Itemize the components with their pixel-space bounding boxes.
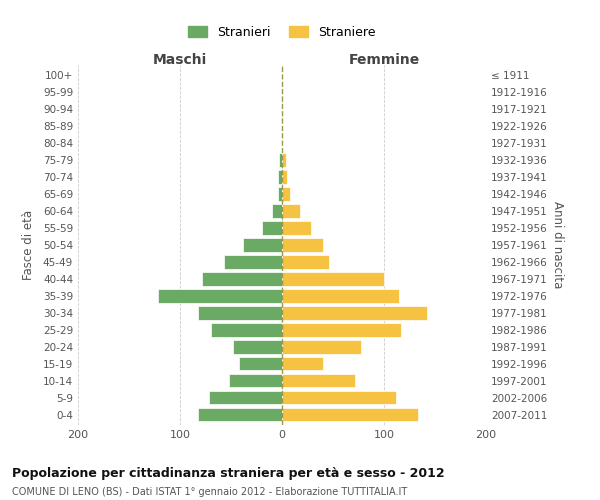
Text: Maschi: Maschi — [153, 52, 207, 66]
Bar — [282, 290, 400, 302]
Text: COMUNE DI LENO (BS) - Dati ISTAT 1° gennaio 2012 - Elaborazione TUTTITALIA.IT: COMUNE DI LENO (BS) - Dati ISTAT 1° genn… — [12, 487, 407, 497]
Bar — [158, 290, 282, 302]
Bar — [233, 340, 282, 353]
Bar — [282, 238, 323, 252]
Bar — [278, 170, 282, 183]
Bar — [229, 374, 282, 388]
Bar — [282, 324, 401, 336]
Bar — [199, 306, 282, 320]
Bar — [282, 272, 384, 285]
Bar — [209, 391, 282, 404]
Text: Femmine: Femmine — [349, 52, 419, 66]
Text: Popolazione per cittadinanza straniera per età e sesso - 2012: Popolazione per cittadinanza straniera p… — [12, 466, 445, 479]
Bar — [282, 154, 286, 166]
Bar — [272, 204, 282, 218]
Bar — [278, 188, 282, 200]
Bar — [282, 188, 290, 200]
Bar — [282, 408, 418, 422]
Bar — [282, 256, 329, 268]
Bar — [243, 238, 282, 252]
Y-axis label: Fasce di età: Fasce di età — [22, 210, 35, 280]
Bar — [282, 204, 301, 218]
Bar — [282, 391, 396, 404]
Bar — [199, 408, 282, 422]
Bar — [279, 154, 282, 166]
Bar — [282, 170, 287, 183]
Bar — [202, 272, 282, 285]
Bar — [282, 222, 311, 234]
Bar — [282, 340, 361, 353]
Bar — [282, 374, 355, 388]
Y-axis label: Anni di nascita: Anni di nascita — [551, 202, 564, 288]
Legend: Stranieri, Straniere: Stranieri, Straniere — [184, 21, 380, 44]
Bar — [282, 306, 427, 320]
Bar — [211, 324, 282, 336]
Bar — [282, 357, 323, 370]
Bar — [262, 222, 282, 234]
Bar — [224, 256, 282, 268]
Bar — [239, 357, 282, 370]
